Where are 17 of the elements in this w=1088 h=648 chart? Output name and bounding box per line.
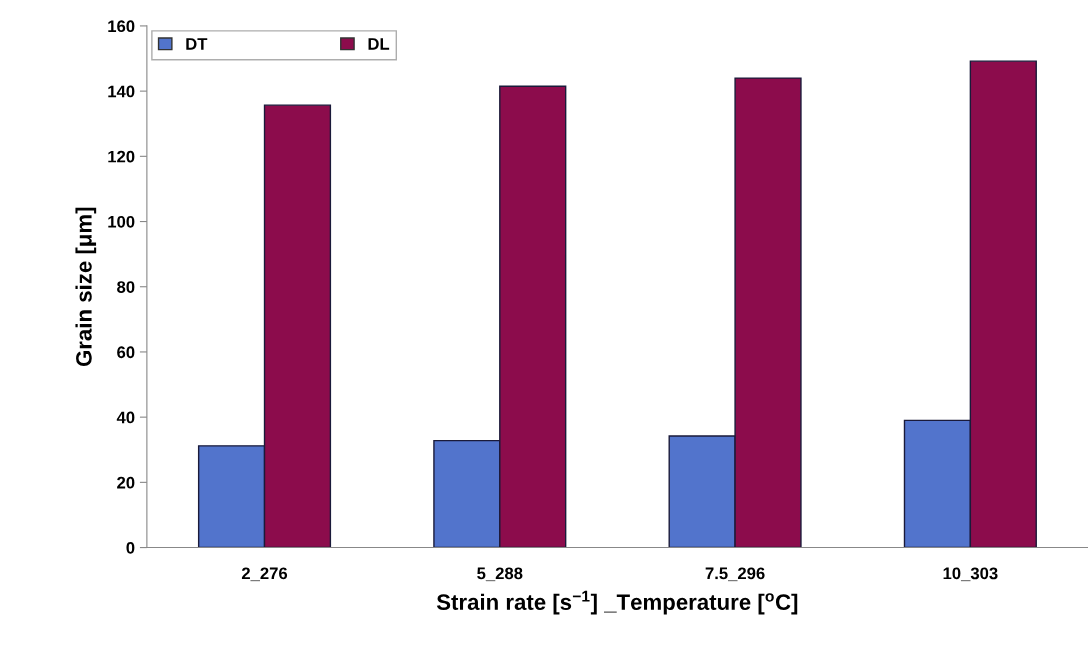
x-tick-label: 2_276 [241, 567, 288, 582]
x-tick-label: 10_303 [943, 567, 998, 582]
y-tick-label: 160 [108, 20, 135, 33]
y-tick-label: 20 [117, 476, 135, 489]
y-tick-label: 60 [117, 346, 135, 359]
y-tick-label: 40 [116, 411, 135, 424]
y-tick-label: 100 [108, 215, 135, 228]
x-tick-label: 5_288 [477, 567, 523, 582]
y-axis-title: Grain size [μm] [75, 207, 97, 367]
y-tick-label: 0 [126, 541, 135, 554]
y-tick-label: 140 [108, 85, 135, 98]
legend-label: DL [368, 38, 390, 50]
y-tick-label: 80 [117, 281, 135, 293]
legend-label: DT [186, 38, 208, 50]
x-tick-label: 7.5_296 [705, 567, 765, 582]
x-axis-title: Strain rate [s$^{−1}$] _Temperature [$^{o}$C] [436, 590, 798, 615]
y-tick-label: 120 [108, 150, 135, 163]
